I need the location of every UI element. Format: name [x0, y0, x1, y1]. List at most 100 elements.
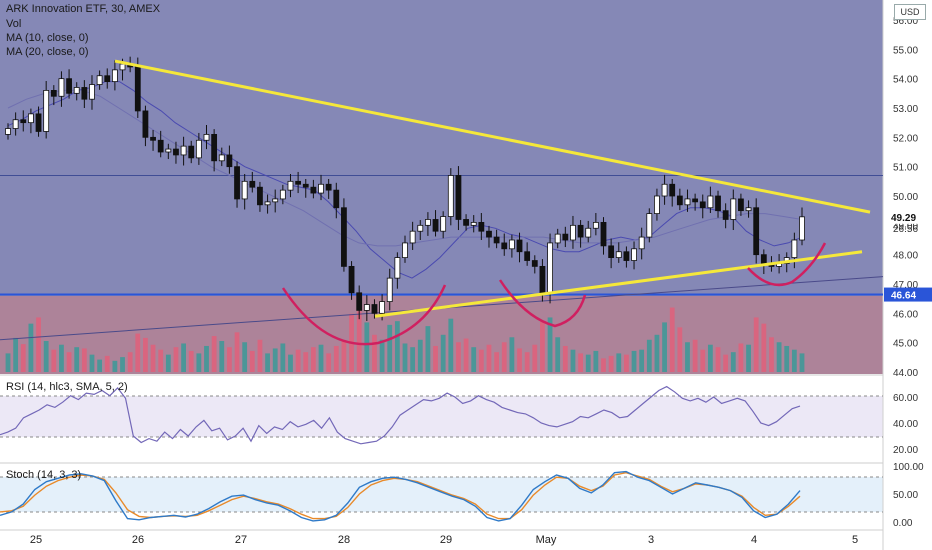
candle-body [447, 175, 454, 217]
last-price-tag-bg [884, 209, 932, 224]
volume-bar [448, 318, 454, 372]
volume-bar [646, 339, 652, 372]
support-price-tag-bg [884, 287, 932, 302]
candle-body [165, 148, 172, 153]
candle-body [608, 245, 615, 259]
candle-body [631, 248, 637, 261]
volume-bar [509, 337, 515, 372]
candle-body [791, 239, 798, 259]
candle-body [104, 75, 111, 82]
volume-bar [135, 333, 141, 372]
volume-bar [730, 352, 736, 372]
rsi-tick-label: 60.00 [893, 393, 918, 404]
volume-bar [211, 336, 217, 372]
volume-bar [219, 341, 225, 372]
symbol-title: ARK Innovation ETF, 30, AMEX [6, 3, 161, 15]
candle-body [699, 201, 706, 209]
candle-body [600, 221, 607, 247]
volume-bar [715, 347, 721, 372]
price-tick-label: 52.00 [893, 133, 918, 144]
candle-body [363, 304, 370, 311]
volume-bar [601, 358, 606, 372]
volume-bar [501, 342, 507, 372]
candle-body [66, 78, 72, 94]
volume-bar [66, 352, 72, 372]
rsi-tick-label: 40.00 [893, 419, 918, 430]
volume-bar [181, 343, 186, 372]
volume-bar [532, 344, 538, 372]
candle-body [417, 224, 424, 232]
volume-bar [692, 339, 698, 372]
volume-bar [753, 317, 759, 372]
candle-body [295, 180, 302, 185]
volume-bar [433, 345, 438, 372]
time-tick-label: 29 [440, 534, 452, 546]
volume-bar [387, 324, 393, 372]
candle-body [287, 180, 294, 191]
candle-body [425, 219, 431, 226]
candle-body [409, 230, 416, 244]
candle-body [463, 219, 469, 226]
volume-bar [13, 337, 19, 372]
candle-body [440, 216, 447, 232]
pane-separator [0, 462, 883, 464]
time-tick-label: May [536, 534, 557, 546]
volume-bar [234, 332, 240, 372]
volume-bar [524, 352, 530, 372]
candle-body [241, 180, 248, 200]
candle-body [318, 183, 324, 194]
candle-body [142, 110, 149, 138]
volume-bar [28, 323, 34, 372]
candle-body [203, 133, 210, 141]
candle-body [715, 195, 721, 212]
volume-bar [471, 347, 477, 372]
volume-bar [662, 322, 667, 372]
volume-bar [104, 355, 110, 372]
cup-arc-mid [498, 279, 587, 328]
stoch-legend: Stoch (14, 3, 3) [6, 469, 82, 481]
candle-body [455, 175, 462, 220]
stoch-tick-label: 0.00 [893, 518, 913, 529]
candle-body [669, 183, 676, 197]
currency-button[interactable]: USD [894, 4, 926, 20]
rsi-tick-label: 20.00 [893, 445, 918, 456]
volume-bar [593, 350, 599, 372]
candle-body [279, 189, 286, 200]
candle-body [81, 87, 88, 100]
volume-legend: Vol [6, 18, 22, 30]
volume-bar [769, 337, 774, 372]
volume-bar [639, 349, 645, 372]
volume-bar [700, 349, 706, 372]
volume-bar [242, 342, 248, 372]
candle-body [531, 260, 538, 267]
time-tick-label: 26 [132, 534, 144, 546]
volume-bar [570, 349, 576, 372]
volume-bar [738, 343, 744, 372]
volume-bar [562, 345, 568, 372]
volume-bar [494, 352, 500, 372]
volume-bar [310, 347, 316, 372]
volume-bar [89, 354, 95, 372]
time-tick-label: 25 [30, 534, 42, 546]
candle-body [539, 265, 546, 294]
volume-bar [257, 339, 263, 372]
price-tick-label: 46.00 [893, 309, 918, 320]
candle-body [73, 87, 80, 94]
candle-body [150, 136, 156, 141]
stoch-k-line [0, 470, 801, 522]
volume-bar [585, 354, 591, 372]
candle-body [35, 113, 42, 132]
candle-body [402, 242, 408, 259]
volume-bar [707, 344, 713, 372]
volume-bar [272, 348, 278, 372]
volume-bar [616, 353, 622, 372]
price-axis [883, 0, 932, 550]
pane-separator [0, 374, 883, 376]
volume-bar [677, 327, 683, 372]
candle-body [676, 195, 683, 206]
time-tick-label: 4 [751, 534, 757, 546]
volume-bar [112, 360, 118, 372]
volume-bar [173, 347, 179, 372]
time-tick-label: 5 [852, 534, 858, 546]
